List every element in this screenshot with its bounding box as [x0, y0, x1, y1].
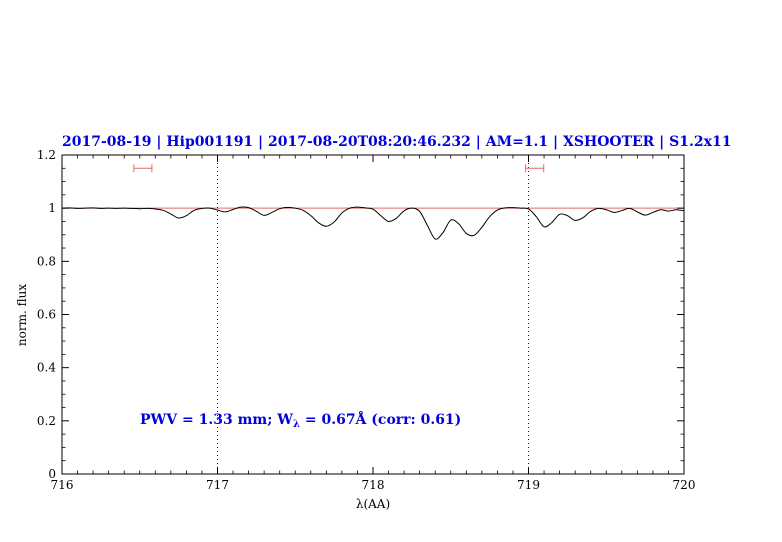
- x-tick-label: 718: [362, 478, 385, 492]
- x-tick-label: 720: [673, 478, 696, 492]
- y-tick-label: 0.2: [37, 414, 56, 428]
- y-tick-label: 1.2: [37, 148, 56, 162]
- pwv-annotation-suffix: = 0.67Å (corr: 0.61): [299, 412, 462, 428]
- x-axis-label: λ(AA): [355, 497, 391, 511]
- chart-title: 2017-08-19 | Hip001191 | 2017-08-20T08:2…: [62, 134, 732, 150]
- y-tick-label: 0.6: [37, 308, 56, 322]
- x-tick-label: 719: [517, 478, 540, 492]
- y-tick-label: 0: [48, 467, 56, 481]
- y-tick-label: 1: [48, 201, 56, 215]
- y-tick-label: 0.8: [37, 254, 56, 268]
- pwv-annotation-prefix: PWV = 1.33 mm; W: [140, 412, 293, 428]
- pwv-annotation: PWV = 1.33 mm; Wλ = 0.67Å (corr: 0.61): [140, 412, 461, 430]
- y-tick-label: 0.4: [37, 361, 56, 375]
- x-tick-label: 717: [206, 478, 229, 492]
- pwv-annotation-subscript: λ: [292, 419, 300, 430]
- x-tick-label: 716: [51, 478, 74, 492]
- spectrum-line: [61, 206, 685, 240]
